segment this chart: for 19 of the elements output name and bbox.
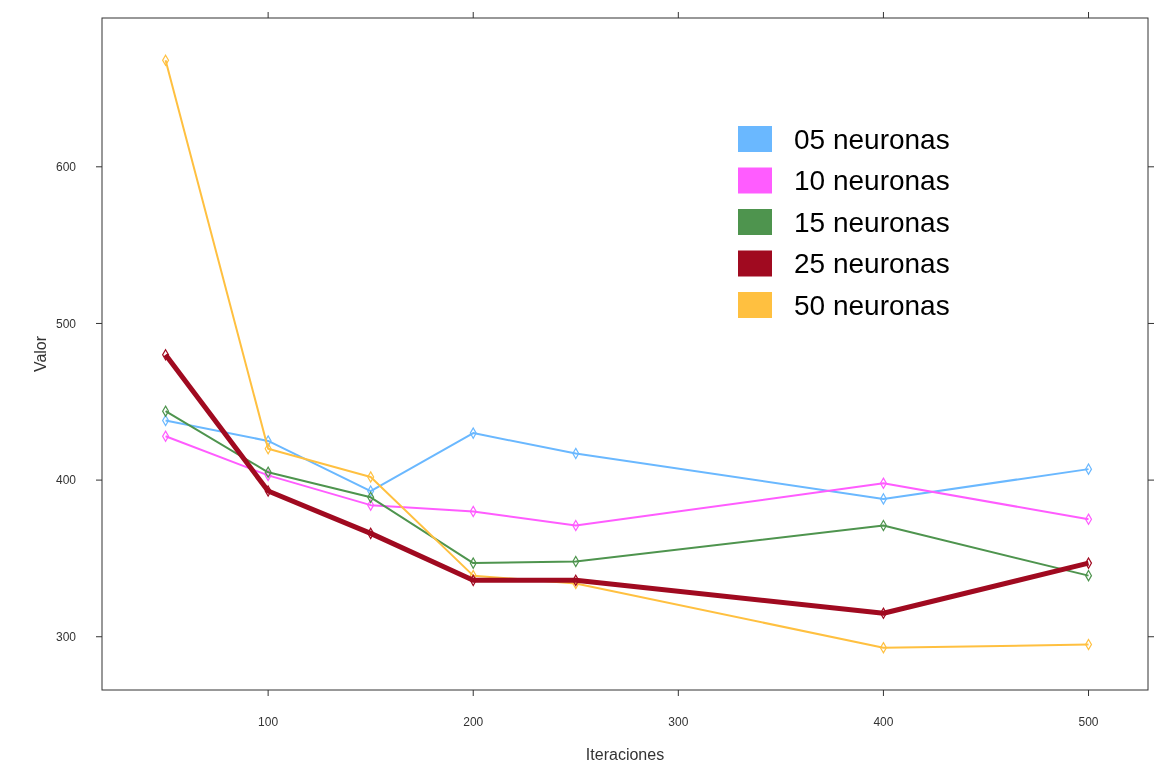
y-tick-label: 300 [55, 629, 77, 644]
y-axis-title: Valor [32, 335, 49, 373]
x-tick-label: 200 [463, 715, 484, 729]
legend-label: 05 neuronas [794, 123, 950, 155]
x-tick-label: 300 [668, 715, 689, 729]
y-tick-label: 600 [55, 160, 77, 175]
point [1084, 463, 1093, 475]
x-tick-label: 500 [1078, 715, 1099, 729]
legend-label: 15 neuronas [794, 206, 950, 238]
point [1084, 513, 1093, 525]
legend-label: 10 neuronas [794, 165, 950, 197]
legend-label: 50 neuronas [794, 289, 950, 321]
y-tick-label: 400 [55, 473, 77, 488]
x-tick-label: 100 [258, 715, 279, 729]
legend-label: 25 neuronas [794, 248, 950, 280]
point [1084, 557, 1093, 569]
y-tick-label: 500 [55, 316, 77, 331]
x-tick-label: 400 [873, 715, 894, 729]
x-axis-title: Iteraciones [585, 746, 665, 763]
